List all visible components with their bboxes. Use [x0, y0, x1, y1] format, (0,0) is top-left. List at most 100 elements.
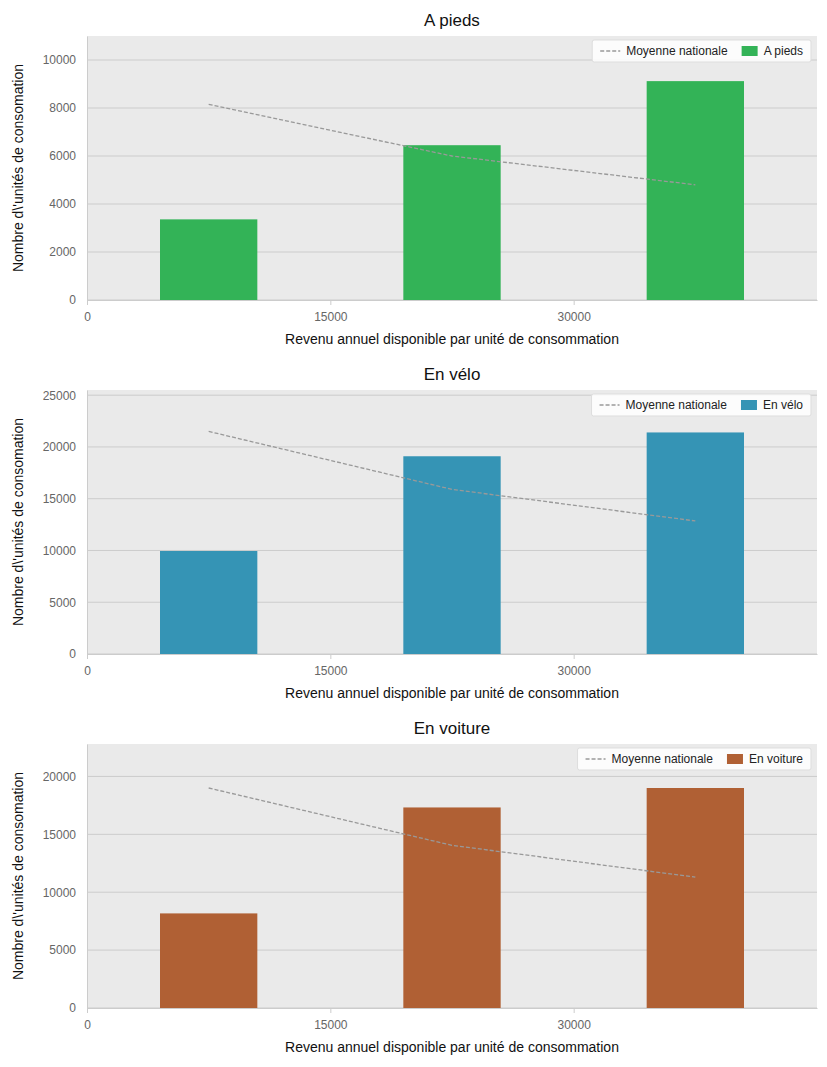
y-axis-title: Nombre d\'unités de consomation — [10, 772, 26, 980]
y-axis-line — [87, 391, 88, 655]
x-tick-mark — [330, 300, 331, 305]
x-tick-mark — [87, 654, 88, 659]
bar — [403, 145, 500, 300]
y-tick-label: 8000 — [49, 101, 76, 115]
x-tick-label: 15000 — [314, 664, 348, 678]
y-tick-label: 5000 — [49, 943, 76, 957]
x-tick-label: 30000 — [557, 310, 591, 324]
y-tick: 5000 — [49, 943, 87, 957]
x-tick-mark — [574, 300, 575, 305]
y-tick-label: 10000 — [43, 886, 77, 900]
x-tick: 30000 — [557, 654, 591, 678]
y-tick-label: 15000 — [43, 492, 77, 506]
bar — [160, 913, 257, 1008]
legend-swatch — [600, 404, 620, 405]
marks — [160, 788, 744, 1008]
panel: 0150003000005000100001500020000En voitur… — [10, 719, 818, 1055]
y-axis-line — [87, 745, 88, 1009]
x-axis-title: Revenu annuel disponible par unité de co… — [285, 1039, 619, 1055]
bar — [160, 551, 257, 654]
grid — [87, 395, 817, 654]
bar — [647, 432, 744, 654]
y-tick-label: 25000 — [43, 389, 77, 403]
x-tick-label: 0 — [84, 664, 91, 678]
x-tick: 0 — [84, 1008, 91, 1032]
legend-swatch — [586, 758, 606, 759]
plot-background — [87, 36, 817, 300]
legend: Moyenne nationaleEn voiture — [578, 748, 811, 770]
x-tick: 0 — [84, 654, 91, 678]
legend: Moyenne nationale En vélo — [592, 394, 811, 416]
grid — [87, 60, 817, 300]
y-tick: 6000 — [49, 149, 87, 163]
y-tick: 4000 — [49, 197, 87, 211]
x-tick: 0 — [84, 300, 91, 324]
y-tick-label: 10000 — [43, 544, 77, 558]
y-tick: 10000 — [43, 544, 87, 558]
bar — [160, 219, 257, 300]
legend-label: En vélo — [763, 398, 803, 412]
y-tick: 2000 — [49, 245, 87, 259]
legend-box — [592, 40, 811, 62]
figure: 0 15000 30000 0 2000 4000 6000 8000 10000 A pieds… — [0, 0, 827, 1067]
x-axis-line — [88, 654, 818, 655]
x-tick-label: 15000 — [314, 1018, 348, 1032]
y-tick: 0 — [69, 647, 87, 661]
y-tick-label: 2000 — [49, 245, 76, 259]
bar-series — [160, 788, 744, 1008]
x-axis: 0 15000 30000 — [84, 654, 817, 678]
x-axis-title: Revenu annuel disponible par unité de co… — [285, 331, 619, 347]
plot-background — [87, 390, 817, 654]
legend-label: Moyenne nationale — [612, 752, 714, 766]
x-tick-label: 30000 — [557, 1018, 591, 1032]
y-tick: 8000 — [49, 101, 87, 115]
x-tick-label: 30000 — [557, 664, 591, 678]
x-tick-mark — [87, 300, 88, 305]
y-tick: 0 — [69, 293, 87, 307]
y-axis-title: Nombre d\'unités de consomation — [10, 418, 26, 626]
x-tick: 15000 — [314, 654, 348, 678]
plot-background — [87, 744, 817, 1008]
y-tick-label: 0 — [69, 647, 76, 661]
grid-line — [87, 776, 817, 777]
x-tick-label: 0 — [84, 310, 91, 324]
line — [209, 788, 696, 877]
x-tick-mark — [330, 1008, 331, 1013]
legend-swatch — [600, 50, 620, 51]
y-tick-label: 6000 — [49, 149, 76, 163]
bar-series — [160, 432, 744, 654]
bar-series — [160, 81, 744, 300]
y-axis-title: Nombre d\'unités de consomation — [10, 64, 26, 272]
x-axis-title: Revenu annuel disponible par unité de co… — [285, 685, 619, 701]
y-axis: 0500010000150002000025000 — [43, 389, 88, 662]
y-tick-label: 4000 — [49, 197, 76, 211]
x-tick: 30000 — [557, 1008, 591, 1032]
bar — [403, 456, 500, 654]
line — [209, 431, 696, 521]
y-axis: 05000100001500020000 — [43, 745, 88, 1016]
x-tick-mark — [574, 654, 575, 659]
line — [209, 104, 696, 184]
x-tick-mark — [574, 1008, 575, 1013]
x-tick-label: 15000 — [314, 310, 348, 324]
marks — [160, 431, 744, 654]
y-tick: 20000 — [43, 770, 87, 784]
bar — [647, 788, 744, 1008]
legend-swatch — [742, 46, 758, 56]
bar — [403, 807, 500, 1008]
y-axis: 0 2000 4000 6000 8000 10000 — [43, 37, 88, 308]
y-tick-label: 5000 — [49, 596, 76, 610]
y-tick: 10000 — [43, 53, 87, 67]
y-tick: 10000 — [43, 886, 87, 900]
legend-label: Moyenne nationale — [626, 398, 728, 412]
grid — [87, 776, 817, 1008]
y-tick: 25000 — [43, 389, 87, 403]
legend-label: A pieds — [764, 44, 803, 58]
legend: Moyenne nationaleA pieds — [592, 40, 811, 62]
x-tick: 30000 — [557, 300, 591, 324]
y-tick: 5000 — [49, 596, 87, 610]
panel: 015000300000500010000150002000025000En v… — [10, 365, 818, 701]
x-axis-line — [88, 300, 818, 301]
y-tick-label: 20000 — [43, 770, 77, 784]
y-tick-label: 10000 — [43, 53, 77, 67]
